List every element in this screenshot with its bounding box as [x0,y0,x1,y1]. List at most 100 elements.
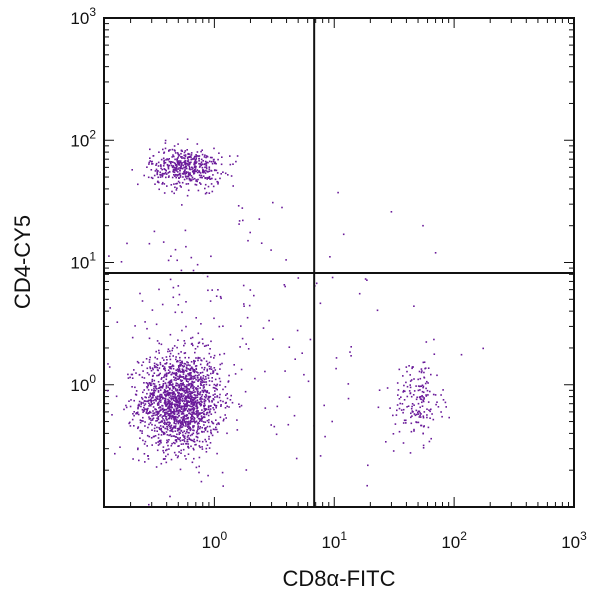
event-point [97,424,99,426]
event-point [195,157,197,160]
event-point [185,245,187,248]
event-point [165,401,167,403]
event-point [190,343,193,345]
event-point [247,348,250,350]
event-point [423,371,425,374]
event-point [148,373,150,376]
event-point [149,422,152,424]
event-point [144,425,146,427]
event-point [241,207,244,209]
event-point [169,366,172,368]
event-point [197,155,200,157]
event-point [193,420,196,423]
event-point [188,383,190,385]
event-point [418,410,421,413]
event-point [219,384,221,386]
event-point [217,289,219,291]
event-point [180,165,182,168]
event-point [207,414,210,417]
event-point [153,372,156,374]
event-point [169,382,172,384]
event-point [207,185,210,188]
event-point [165,387,168,389]
event-point [175,440,178,443]
event-point [219,416,222,419]
event-point [367,464,369,467]
event-point [183,340,186,342]
event-point [187,368,190,370]
event-point [151,160,153,163]
event-point [176,404,178,406]
event-point [147,458,150,460]
event-point [242,219,244,222]
event-point [149,367,152,370]
event-point [135,412,137,415]
event-point [141,364,143,367]
event-point [180,421,183,423]
event-point [239,346,241,348]
event-point [216,395,219,397]
event-point [178,404,181,406]
event-point [411,367,413,370]
event-point [201,448,204,450]
event-point [191,176,194,179]
event-point [180,396,183,398]
event-point [181,311,183,314]
event-point [169,383,172,386]
event-point [177,171,179,173]
event-point [238,406,241,408]
event-point [201,371,204,374]
event-point [150,382,152,384]
event-point [201,440,204,443]
event-point [171,156,173,158]
x-tick-labels: 100 101 102 103 [202,529,588,552]
event-point [131,377,134,379]
event-point [185,171,188,173]
event-point [195,400,197,402]
event-point [161,303,164,306]
event-point [191,391,193,393]
event-point [167,159,169,161]
event-point [132,458,134,460]
event-point [146,367,149,370]
event-point [192,387,194,389]
event-point [129,376,131,379]
event-point [200,415,203,417]
event-point [157,411,159,413]
event-point [191,461,194,464]
event-point [196,371,198,373]
event-point [173,174,175,176]
event-point [193,381,196,383]
event-point [201,381,203,384]
event-point [137,362,140,364]
event-point [183,171,185,173]
event-point [407,405,410,407]
event-point [210,356,212,358]
event-point [196,399,199,401]
event-point [155,385,157,387]
event-point [158,395,161,397]
event-point [165,411,167,414]
event-point [217,183,219,185]
event-point [192,399,195,402]
event-point [426,408,428,410]
event-point [175,176,177,179]
event-point [184,432,187,435]
event-point [176,420,178,423]
event-point [205,413,208,416]
event-point [193,371,196,374]
event-point [160,434,163,436]
event-point [155,168,158,171]
event-point [138,403,140,406]
event-point [169,388,171,391]
event-point [169,352,172,355]
event-point [402,442,405,444]
event-point [150,437,153,439]
event-point [184,378,186,380]
event-point [182,176,184,178]
event-point [199,427,201,430]
event-point [293,414,296,417]
event-point [97,390,99,392]
event-point [135,412,138,414]
event-point [168,150,170,152]
